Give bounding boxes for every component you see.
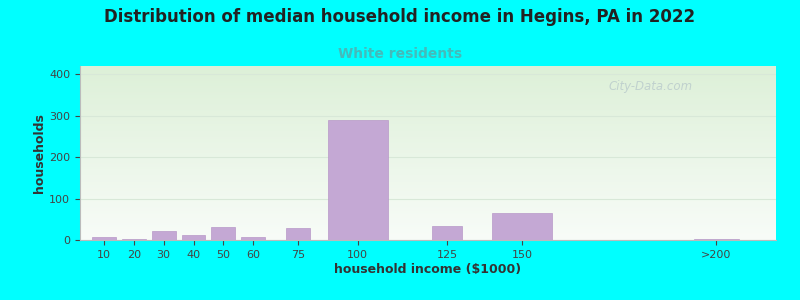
- Bar: [492, 213, 552, 240]
- Bar: [694, 239, 738, 240]
- Text: City-Data.com: City-Data.com: [609, 80, 693, 93]
- Bar: [211, 227, 235, 240]
- Bar: [328, 120, 388, 240]
- Bar: [286, 228, 310, 240]
- X-axis label: household income ($1000): household income ($1000): [334, 262, 522, 275]
- Bar: [433, 226, 462, 240]
- Bar: [92, 237, 116, 240]
- Text: Distribution of median household income in Hegins, PA in 2022: Distribution of median household income …: [105, 8, 695, 26]
- Bar: [122, 239, 146, 240]
- Y-axis label: households: households: [34, 113, 46, 193]
- Bar: [242, 237, 266, 240]
- Bar: [152, 231, 175, 240]
- Text: White residents: White residents: [338, 46, 462, 61]
- Bar: [182, 235, 206, 240]
